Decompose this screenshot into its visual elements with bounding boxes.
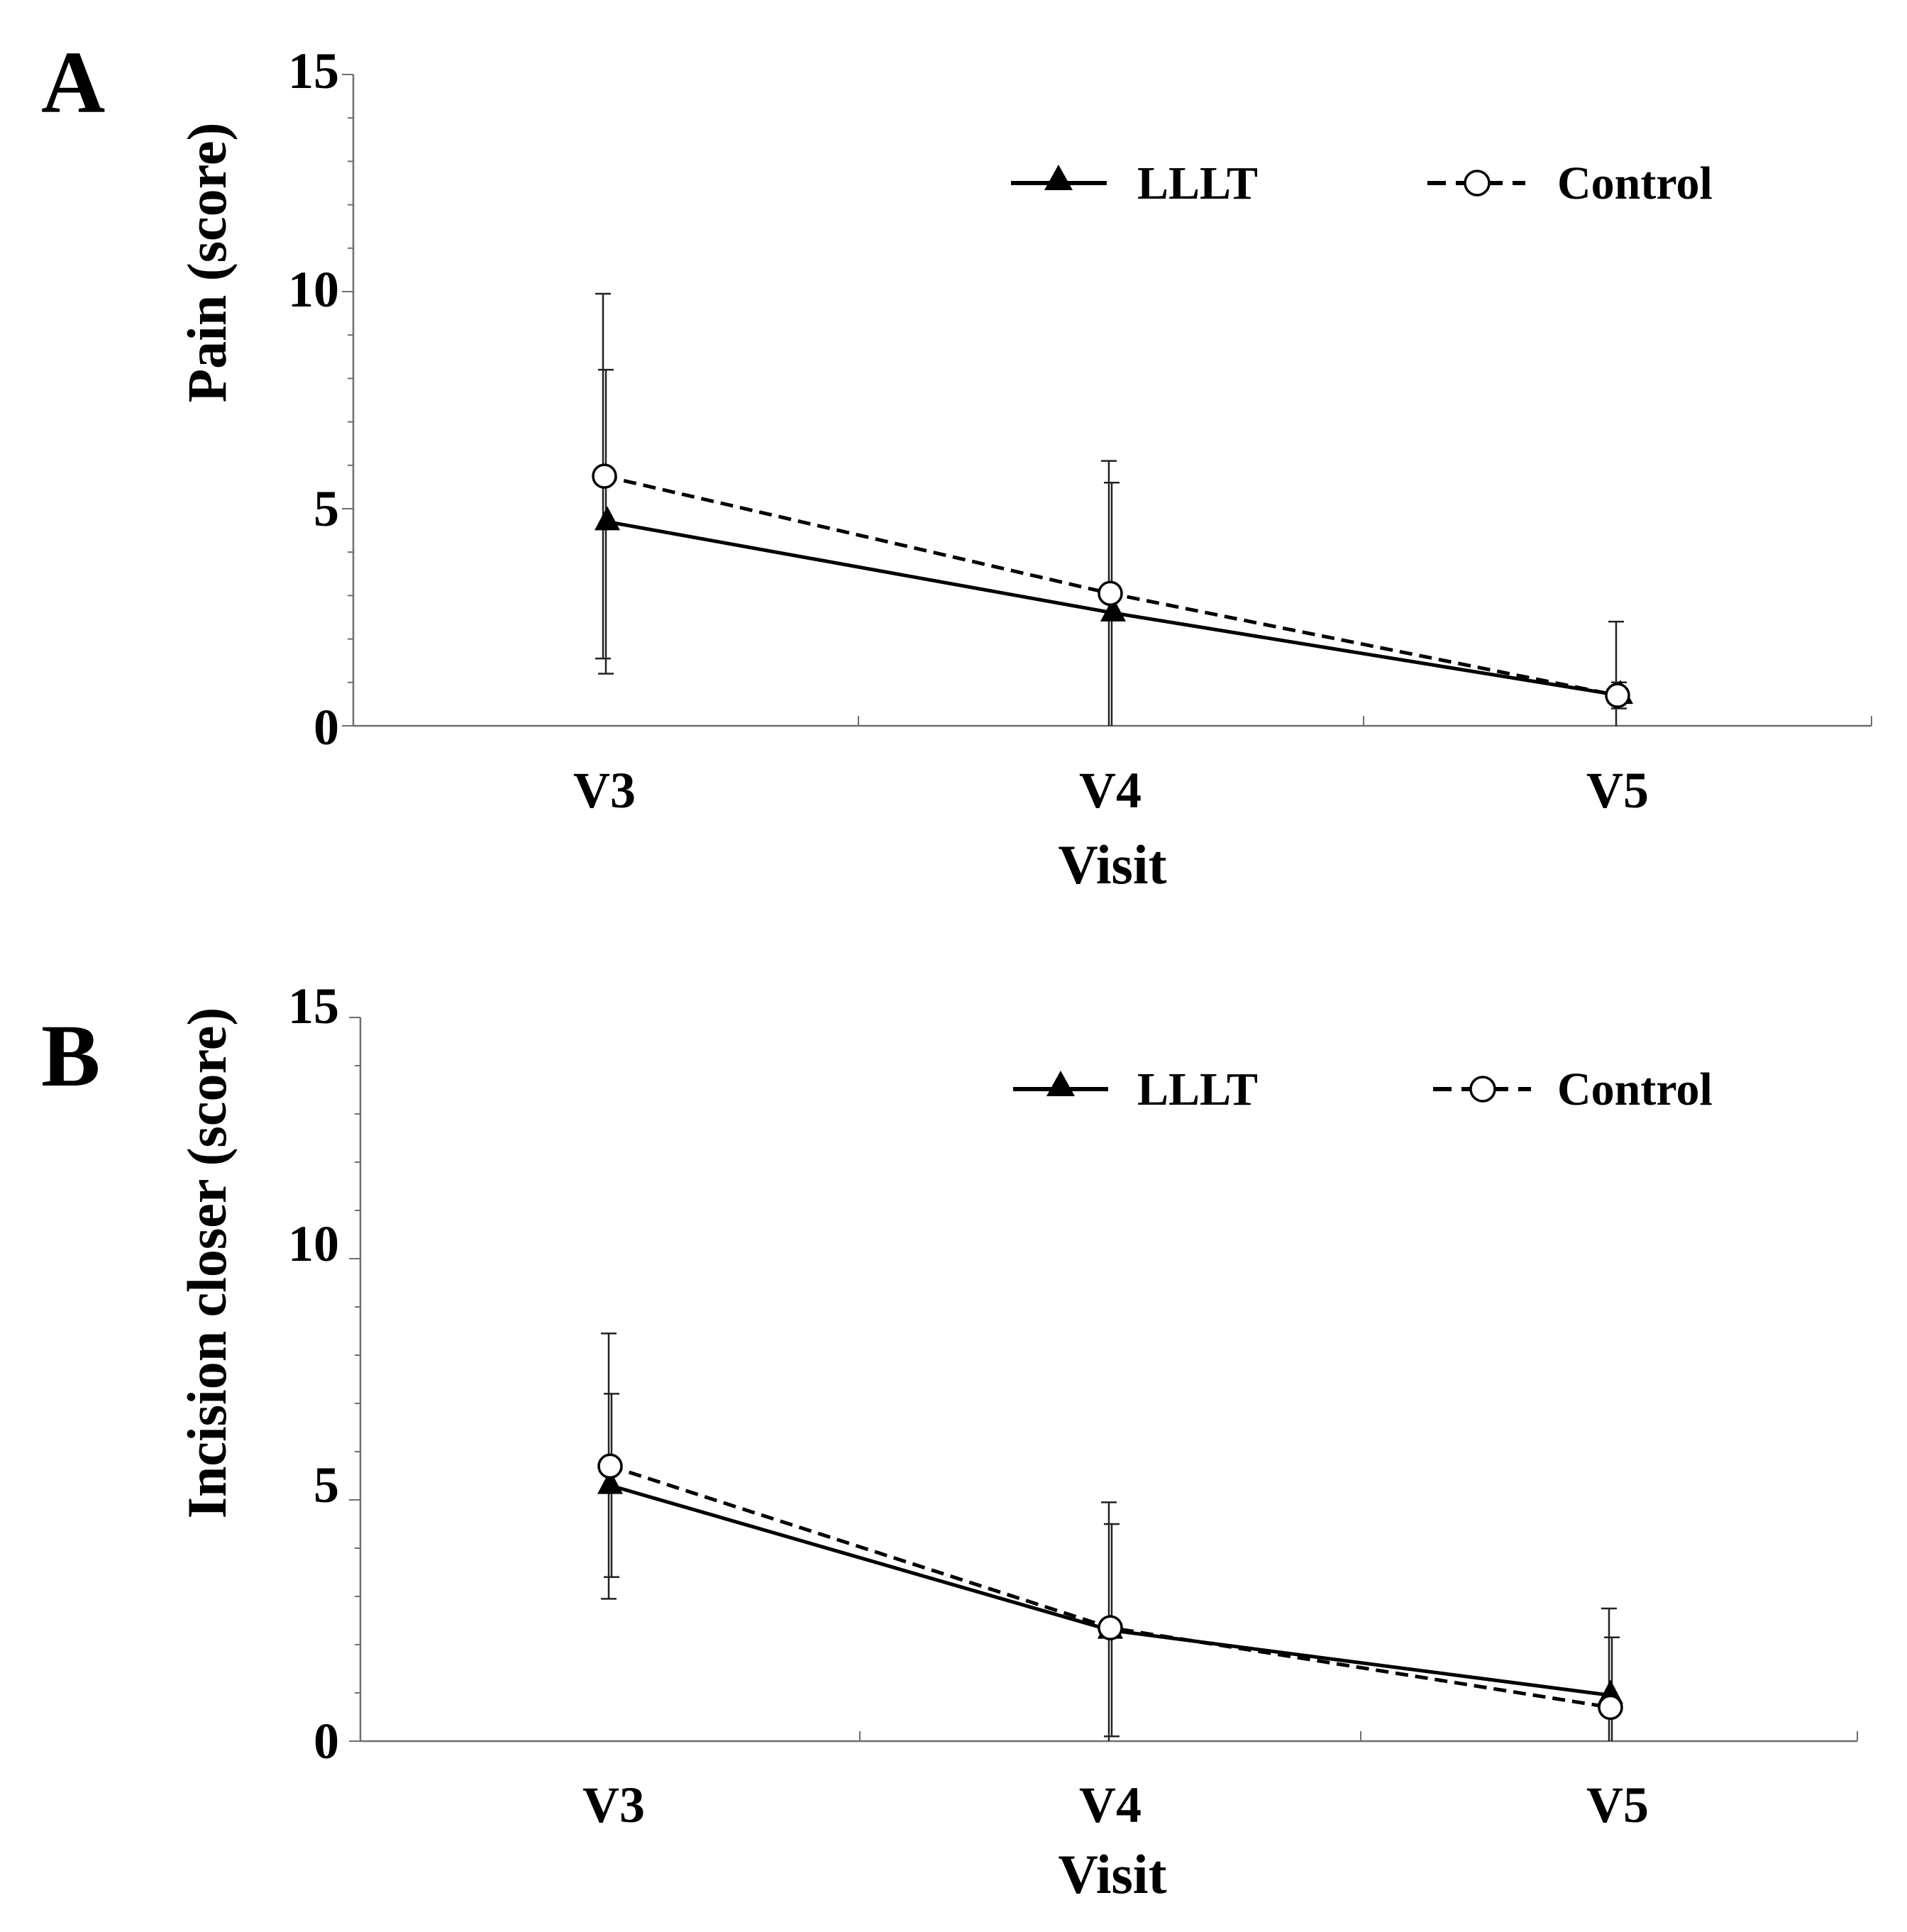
- panel-a-y-tick-label: 5: [314, 480, 339, 537]
- panel-b-x-tick-label: V3: [582, 1777, 645, 1833]
- panel-a-legend-item-lllt: LLLT: [1011, 158, 1258, 209]
- panel-a-letter: A: [41, 34, 105, 132]
- panel-a-lllt-point: [595, 506, 620, 531]
- panel-b-legend-circle-marker: [1469, 1076, 1496, 1103]
- panel-a-legend-label-lllt: LLLT: [1137, 158, 1258, 209]
- panel-b-y-tick-label: 15: [288, 978, 339, 1034]
- panel-a-legend-label-control: Control: [1557, 158, 1713, 209]
- panel-b-x-tick-label: V5: [1586, 1777, 1649, 1833]
- panel-a: A 0 5 10 15 V3 V4 V5 Visit Pain (score) …: [41, 34, 1872, 895]
- panel-b-letter: B: [41, 1008, 100, 1105]
- panel-a-lllt-point: [1100, 597, 1126, 622]
- panel-a-y-axis-title: Pain (score): [176, 123, 238, 403]
- panel-a-legend-circle-marker: [1464, 170, 1491, 197]
- panel-a-y-tick-labels: 0 5 10 15: [288, 43, 339, 756]
- panel-a-y-tick-label: 0: [314, 699, 339, 756]
- panel-a-y-tick-label: 10: [288, 261, 339, 318]
- panel-a-y-tick-label: 15: [288, 43, 339, 99]
- panel-b: B 0 5 10 15 V3 V4 V5 Visit Incision clos…: [41, 978, 1858, 1905]
- panel-b-legend: LLLT Control: [1013, 1064, 1713, 1115]
- panel-b-y-tick-labels: 0 5 10 15: [288, 978, 339, 1770]
- panel-b-y-tick-label: 10: [288, 1215, 339, 1272]
- panel-b-plot-area: [349, 1017, 1858, 1743]
- panel-b-legend-item-control: Control: [1433, 1064, 1713, 1115]
- panel-a-control-point: [1605, 683, 1630, 708]
- panel-b-x-tick-labels: V3 V4 V5: [582, 1777, 1649, 1833]
- panel-b-control-point: [1598, 1694, 1623, 1721]
- panel-b-legend-item-lllt: LLLT: [1013, 1064, 1258, 1115]
- panel-a-control-point: [1098, 580, 1123, 607]
- panel-b-x-tick-label: V4: [1079, 1777, 1142, 1833]
- panel-a-x-axis-title: Visit: [1058, 834, 1166, 895]
- panel-b-y-axis-title: Incision closer (score): [176, 1008, 238, 1519]
- panel-a-control-point: [592, 463, 617, 489]
- panel-a-x-tick-labels: V3 V4 V5: [573, 762, 1649, 819]
- panel-b-legend-triangle-marker: [1046, 1071, 1075, 1096]
- panel-b-legend-label-lllt: LLLT: [1137, 1064, 1258, 1115]
- panel-b-y-tick-label: 0: [314, 1713, 339, 1770]
- panel-a-plot-area: [342, 74, 1872, 727]
- panel-b-x-axis-title: Visit: [1058, 1843, 1166, 1905]
- panel-b-control-point: [597, 1453, 623, 1479]
- panel-a-legend-item-control: Control: [1427, 158, 1713, 209]
- panel-b-legend-label-control: Control: [1557, 1064, 1713, 1115]
- panel-a-x-tick-label: V4: [1079, 762, 1142, 819]
- panel-a-x-tick-label: V5: [1586, 762, 1649, 819]
- panel-b-y-tick-label: 5: [314, 1457, 339, 1513]
- panel-b-control-point: [1098, 1615, 1123, 1640]
- panel-b-lllt-point: [597, 1469, 623, 1494]
- panel-a-legend: LLLT Control: [1011, 158, 1713, 209]
- panel-a-legend-triangle-marker: [1044, 165, 1073, 190]
- panel-a-x-tick-label: V3: [573, 762, 636, 819]
